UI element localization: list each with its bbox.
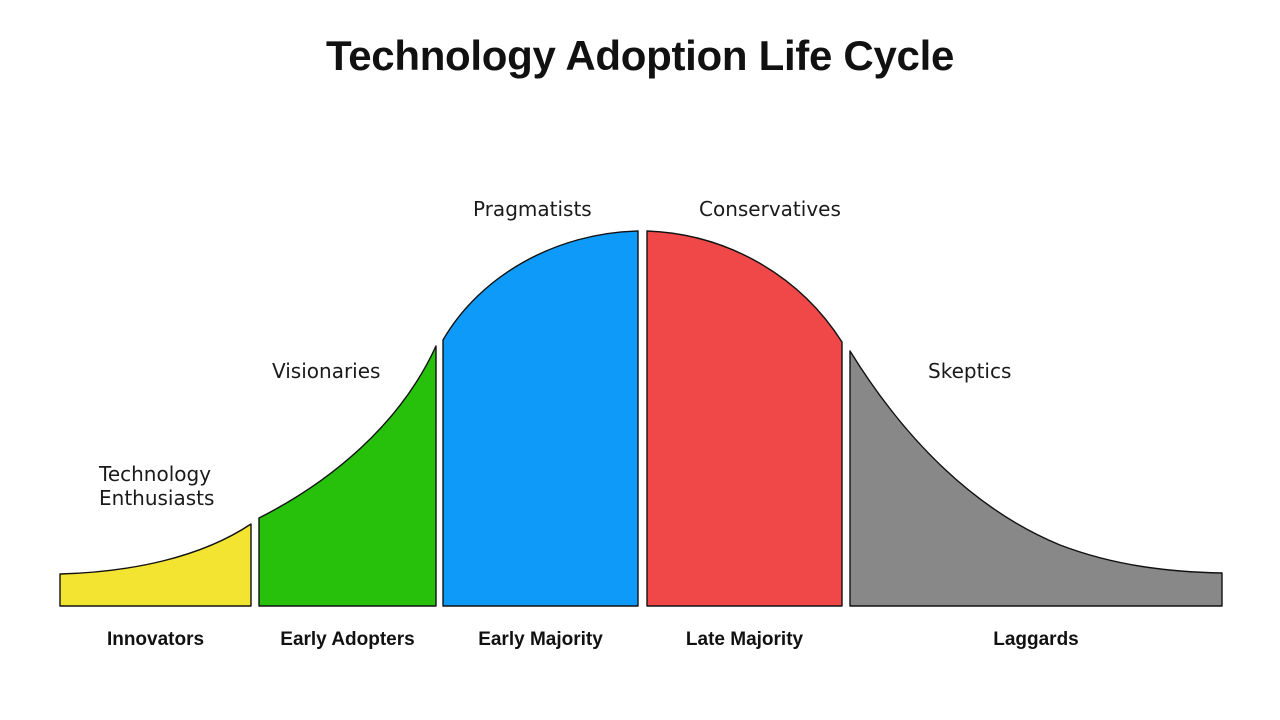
psychographic-label-line: Technology: [99, 462, 212, 486]
segment-late-majority-area: [646, 230, 843, 607]
psychographic-label-line: Visionaries: [272, 359, 381, 383]
segment-early-majority-area: [442, 230, 639, 607]
segment-label-early-majority: Early Majority: [478, 629, 603, 650]
psychographic-label-early-adopters: Visionaries: [272, 359, 380, 383]
segment-innovators-area: [59, 523, 252, 607]
psychographic-label-line: Pragmatists: [473, 197, 592, 221]
segment-laggards-area: [849, 350, 1223, 607]
segment-label-early-adopters: Early Adopters: [280, 629, 415, 650]
psychographic-label-early-majority: Pragmatists: [473, 197, 592, 221]
psychographic-label-line: Skeptics: [928, 359, 1012, 383]
diagram-title: Technology Adoption Life Cycle: [325, 32, 954, 79]
segment-label-laggards: Laggards: [993, 629, 1079, 650]
segment-early-adopters-area: [258, 345, 437, 607]
psychographic-label-late-majority: Conservatives: [699, 197, 841, 221]
psychographic-label-laggards: Skeptics: [928, 359, 1011, 383]
segment-label-late-majority: Late Majority: [685, 629, 804, 650]
psychographic-label-innovators: Technology Enthusiasts: [99, 462, 214, 510]
segment-label-innovators: Innovators: [106, 629, 205, 650]
psychographic-label-line: Enthusiasts: [99, 486, 215, 510]
psychographic-label-line: Conservatives: [699, 197, 841, 221]
